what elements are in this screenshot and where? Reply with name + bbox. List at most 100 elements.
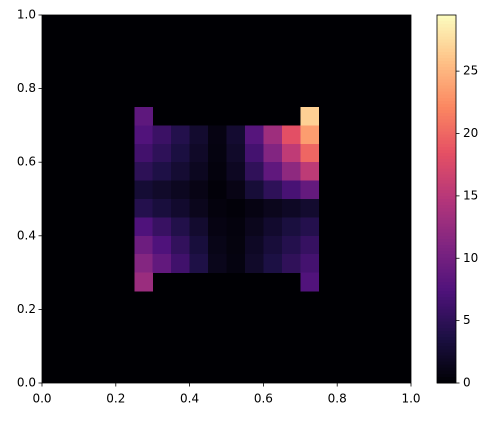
x-tick-label: 0.0 [32,392,51,406]
colorbar-step [437,195,456,200]
heat-cell [208,254,227,273]
colorbar-step [437,15,456,19]
colorbar-frame [436,14,457,384]
heat-cell [171,217,190,237]
heat-cell [152,235,172,255]
heat-cell [208,125,227,145]
colorbar-step [437,272,456,277]
heat-cell [134,162,154,181]
colorbar-step [437,103,456,108]
colorbar-step [437,165,456,169]
heat-cell [208,143,227,163]
colorbar-step [437,79,456,83]
colorbar-step [437,303,456,307]
heat-cell [300,162,320,181]
heat-cell [244,235,264,255]
colorbar-step [437,159,456,163]
colorbar-step [437,149,456,154]
colorbar-step [437,39,456,44]
heat-cell [300,125,320,145]
colorbar-step [437,217,456,221]
colorbar-step [437,94,456,99]
axes-frame [41,14,412,384]
colorbar-step [437,318,456,323]
heat-cell [281,162,301,181]
colorbar-step [437,358,456,363]
colorbar-step [437,113,456,117]
colorbar-step [437,30,456,34]
heat-cell [208,162,227,181]
heat-cell [189,217,209,237]
heat-cell [134,254,154,273]
colorbar-step [437,116,456,120]
heat-cell [300,107,320,126]
colorbar-step [437,199,456,203]
colorbar-step [437,64,456,68]
colorbar-step [437,248,456,252]
colorbar-step [437,107,456,111]
colorbar-step [437,24,456,28]
heat-cell [208,180,227,200]
x-tick-label: 0.6 [254,392,273,406]
heat-cell [244,254,264,273]
colorbar-step [437,281,456,286]
colorbar-step [437,18,456,22]
colorbar-step [437,208,456,212]
colorbar-step [437,297,456,301]
heat-cell [226,235,246,255]
heat-cell [263,199,283,218]
colorbar-step [437,361,456,366]
heat-cell [263,180,283,200]
heat-cell [244,125,264,145]
colorbar-step [437,294,456,298]
colorbar-step [437,88,456,93]
heat-cell [189,254,209,273]
colorbar-step [437,125,456,129]
colorbar-step [437,189,456,194]
colorbar-step [437,76,456,80]
colorbar-step [437,254,456,258]
colorbar-step [437,315,456,320]
y-tick-label: 0.0 [17,376,36,390]
colorbar-step [437,355,456,359]
colorbar-step [437,205,456,209]
colorbar-step [437,174,456,179]
heat-cell [189,199,209,218]
heat-cell [226,125,246,145]
heat-cell [134,235,154,255]
colorbar-tick-label: 10 [463,251,478,265]
heat-cell [244,143,264,163]
x-tick-label: 1.0 [401,392,420,406]
colorbar-step [437,128,456,133]
colorbar-step [437,309,456,313]
colorbar-step [437,370,456,375]
colorbar-step [437,100,456,105]
heat-cell [152,162,172,181]
colorbar-step [437,67,456,71]
colorbar-step [437,287,456,292]
heat-cell [300,272,320,292]
heat-cell [171,143,190,163]
colorbar-step [437,245,456,249]
colorbar-step [437,54,456,59]
heat-cell [300,254,320,273]
colorbar-tick-label: 25 [463,64,478,78]
colorbar-tick-label: 5 [463,313,471,327]
heat-cell [281,143,301,163]
colorbar-step [437,36,456,41]
colorbar-step [437,223,456,228]
colorbar-step [437,140,456,145]
y-tick-label: 0.2 [17,302,36,316]
heat-cell [189,125,209,145]
colorbar-step [437,153,456,157]
colorbar-step [437,162,456,166]
colorbar-step [437,91,456,96]
heat-cell [152,180,172,200]
y-tick-label: 0.6 [17,155,36,169]
heat-cell [300,235,320,255]
heat-cell [263,254,283,273]
heat-cell [226,254,246,273]
heat-cell [134,143,154,163]
heat-cell [244,162,264,181]
